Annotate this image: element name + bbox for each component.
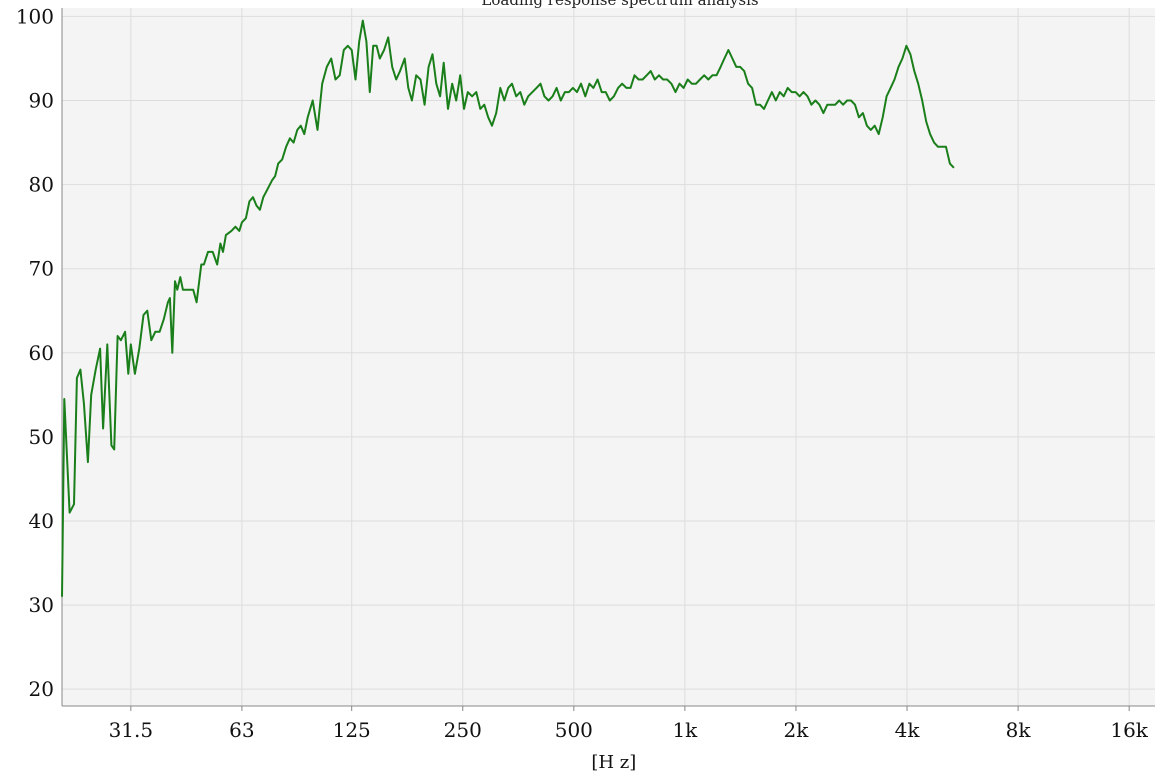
y-tick-label: 90 bbox=[29, 89, 54, 113]
x-tick-label: 63 bbox=[229, 718, 254, 742]
x-tick-labels: 31.5 63 125 250 500 1k 2k 4k 8k 16k bbox=[109, 718, 1149, 742]
x-tick-label: 1k bbox=[672, 718, 698, 742]
chart-title: Loading response spectrum analysis bbox=[481, 0, 758, 9]
x-tick-label: 16k bbox=[1110, 718, 1148, 742]
series-line-0 bbox=[61, 19, 955, 597]
y-tick-label: 60 bbox=[29, 341, 54, 365]
y-tick-label: 80 bbox=[29, 173, 54, 197]
series-layer bbox=[61, 19, 955, 597]
x-tick-label: 500 bbox=[555, 718, 593, 742]
plot-area bbox=[62, 8, 1155, 706]
y-tick-labels: 20 30 40 50 60 70 80 90 100 bbox=[16, 4, 54, 701]
x-tick-label: 125 bbox=[333, 718, 371, 742]
x-tick-label: 250 bbox=[444, 718, 482, 742]
y-tick-label: 100 bbox=[16, 4, 54, 28]
x-tick-label: 8k bbox=[1006, 718, 1032, 742]
x-tick-label: 31.5 bbox=[109, 718, 154, 742]
y-tick-label: 40 bbox=[29, 509, 54, 533]
y-tick-label: 70 bbox=[29, 257, 54, 281]
y-tick-label: 20 bbox=[29, 677, 54, 701]
grid-lines bbox=[62, 8, 1155, 706]
x-tick-label: 4k bbox=[895, 718, 921, 742]
x-tick-label: 2k bbox=[784, 718, 810, 742]
y-tick-label: 50 bbox=[29, 425, 54, 449]
y-tick-label: 30 bbox=[29, 593, 54, 617]
x-axis-label: [H z] bbox=[591, 752, 636, 773]
